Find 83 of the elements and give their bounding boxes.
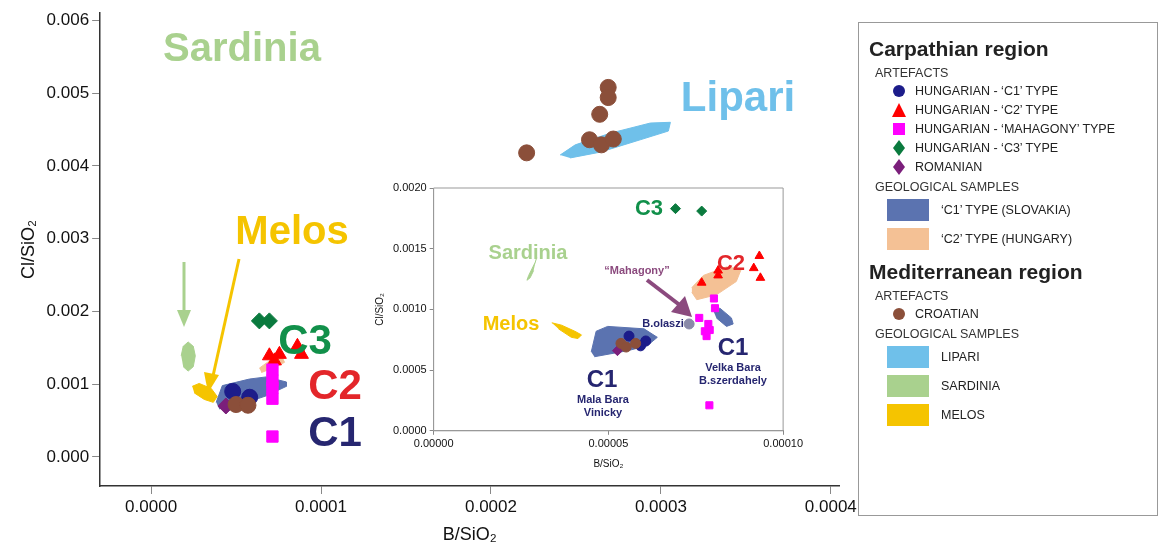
point [239, 396, 257, 414]
annotation: C3 [634, 195, 664, 220]
y-axis-title: Cl/SiO₂ [373, 292, 385, 326]
y-tick-label: 0.006 [46, 10, 90, 30]
legend-label: HUNGARIAN - ‘C1’ TYPE [915, 84, 1059, 98]
y-tick-label: 0.0020 [392, 181, 427, 194]
annotation: C1 [717, 333, 749, 360]
point [604, 130, 622, 148]
y-tick-label: 0.0005 [392, 363, 427, 376]
y-tick-label: 0.005 [46, 82, 90, 102]
point [696, 205, 708, 217]
legend-label: HUNGARIAN - ‘MAHAGONY’ TYPE [915, 122, 1116, 136]
y-tick-label: 0.000 [46, 446, 90, 466]
annotation: B.szerdahely [699, 373, 767, 386]
annotation: Vinicky [583, 405, 623, 418]
y-tick-label: 0.001 [46, 373, 90, 393]
legend-label: ‘C1’ TYPE (SLOVAKIA) [941, 203, 1071, 217]
y-tick-label: 0.002 [46, 301, 90, 321]
y-tick-label: 0.004 [46, 155, 90, 175]
text: GEOLOGICAL SAMPLES [875, 180, 1021, 194]
point [266, 381, 279, 394]
point [702, 332, 711, 341]
text: ARTEFACTS [875, 66, 950, 80]
x-tick-label: 0.00010 [763, 437, 803, 450]
y-axis-title: Cl/SiO₂ [17, 220, 38, 280]
text: Mediterranean region [869, 260, 1084, 284]
y-tick-label: 0.0015 [392, 241, 427, 254]
x-tick-label: 0.0000 [125, 496, 178, 516]
y-tick-label: 0.003 [46, 228, 90, 248]
annotation: Velka Bara [705, 360, 761, 373]
y-tick-label: 0.0010 [392, 302, 427, 315]
annotation: Melos [482, 312, 540, 334]
annotation: Lipari [680, 73, 796, 120]
annotation: Sardinia [488, 241, 568, 263]
point [266, 392, 279, 405]
point [266, 430, 279, 443]
x-tick-label: 0.0001 [295, 496, 348, 516]
point [683, 318, 695, 330]
annotation: Melos [235, 208, 349, 252]
point [611, 345, 623, 357]
point [755, 272, 766, 281]
point [620, 341, 632, 353]
point [591, 105, 609, 123]
point [695, 313, 704, 322]
x-tick-label: 0.00005 [588, 437, 629, 450]
legend-label: HUNGARIAN - ‘C3’ TYPE [915, 141, 1059, 155]
point [710, 304, 720, 313]
legend-label: ‘C2’ TYPE (HUNGARY) [941, 232, 1073, 246]
point [224, 382, 242, 400]
annotation: C3 [278, 316, 332, 363]
legend-label: ROMANIAN [915, 160, 983, 174]
point [518, 144, 536, 162]
x-axis-title: B/SiO₂ [442, 524, 497, 545]
annotation: C1 [308, 408, 362, 455]
annotation: B.olaszi [642, 316, 684, 329]
x-axis-title: B/SiO₂ [593, 457, 624, 469]
annotation: C1 [586, 365, 618, 392]
text: GEOLOGICAL SAMPLES [875, 327, 1021, 341]
text: Carpathian region [869, 37, 1050, 61]
x-tick-label: 0.00000 [413, 437, 454, 450]
x-tick-label: 0.0002 [464, 496, 517, 516]
point [754, 250, 765, 259]
legend-label: MELOS [941, 408, 985, 422]
x-tick-label: 0.0003 [634, 496, 687, 516]
text: ARTEFACTS [875, 289, 950, 303]
point [669, 203, 681, 215]
annotation: C2 [716, 250, 746, 275]
legend-label: HUNGARIAN - ‘C2’ TYPE [915, 103, 1059, 117]
legend-label: CROATIAN [915, 307, 979, 321]
point [705, 401, 714, 410]
y-tick-label: 0.0000 [392, 423, 427, 436]
legend-label: LIPARI [941, 350, 980, 364]
point [748, 262, 759, 272]
annotation: C2 [308, 361, 362, 408]
annotation: “Mahagony” [604, 263, 670, 276]
annotation: Mala Bara [577, 392, 629, 405]
legend-label: SARDINIA [941, 379, 1001, 393]
annotation: Sardinia [163, 25, 321, 69]
point [709, 294, 718, 303]
point [623, 330, 635, 342]
x-tick-label: 0.0004 [804, 496, 857, 516]
point [696, 277, 707, 286]
point [630, 337, 642, 349]
